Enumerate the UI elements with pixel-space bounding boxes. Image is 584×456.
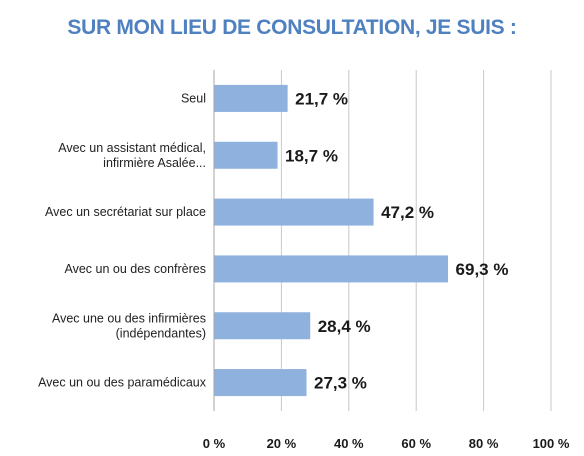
category-label: Avec un assistant médical, <box>58 141 206 155</box>
bar <box>214 84 288 112</box>
category-label: Seul <box>181 91 206 105</box>
bar <box>214 312 311 340</box>
value-label: 27,3 % <box>314 374 367 393</box>
bar <box>214 255 449 283</box>
x-tick-label: 80 % <box>469 436 499 451</box>
category-label: Avec un ou des confrères <box>64 262 206 276</box>
x-tick-label: 100 % <box>533 436 570 451</box>
bar <box>214 141 278 169</box>
x-tick-label: 60 % <box>401 436 431 451</box>
x-tick-label: 40 % <box>334 436 364 451</box>
x-tick-label: 0 % <box>203 436 226 451</box>
value-label: 28,4 % <box>318 317 371 336</box>
category-label: infirmière Asalée... <box>103 156 206 170</box>
bar <box>214 198 374 226</box>
category-label: Avec un secrétariat sur place <box>45 205 206 219</box>
category-label: (indépendantes) <box>116 326 206 340</box>
chart-title: SUR MON LIEU DE CONSULTATION, JE SUIS : <box>67 16 517 39</box>
value-label: 21,7 % <box>295 89 348 108</box>
category-label: Avec une ou des infirmières <box>52 311 206 325</box>
value-label: 47,2 % <box>381 203 434 222</box>
bar <box>214 369 307 397</box>
value-label: 69,3 % <box>456 260 509 279</box>
x-tick-label: 20 % <box>267 436 297 451</box>
value-label: 18,7 % <box>285 146 338 165</box>
category-label: Avec un ou des paramédicaux <box>38 376 207 390</box>
